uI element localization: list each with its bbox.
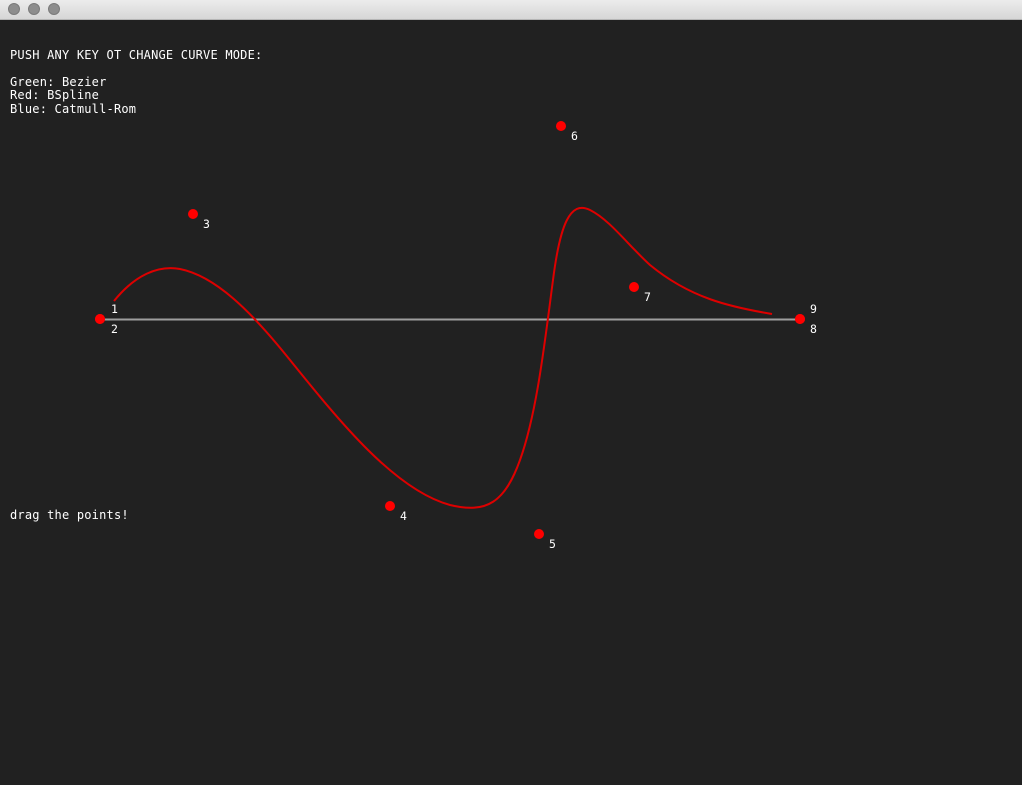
control-point-2[interactable] [95, 314, 105, 324]
curve-graphic: 1 2 3 4 5 6 7 8 9 [95, 121, 817, 551]
close-button[interactable] [8, 3, 20, 15]
minimize-button[interactable] [28, 3, 40, 15]
instructions-heading: PUSH ANY KEY OT CHANGE CURVE MODE: [10, 48, 263, 62]
drawing-canvas[interactable]: PUSH ANY KEY OT CHANGE CURVE MODE: Green… [0, 20, 1022, 785]
drag-hint: drag the points! [10, 508, 129, 522]
control-point-label-8: 8 [810, 322, 817, 336]
window-titlebar [0, 0, 1022, 20]
control-point-label-1: 1 [111, 302, 118, 316]
control-point-4[interactable] [385, 501, 395, 511]
control-point-5[interactable] [534, 529, 544, 539]
control-point-7[interactable] [629, 282, 639, 292]
control-point-label-3: 3 [203, 217, 210, 231]
control-point-label-5: 5 [549, 537, 556, 551]
legend-blue: Blue: Catmull-Rom [10, 102, 137, 116]
legend-green: Green: Bezier [10, 75, 107, 89]
bspline-curve [113, 206, 773, 509]
control-point-label-7: 7 [644, 290, 651, 304]
control-points[interactable]: 1 2 3 4 5 6 7 8 9 [95, 121, 817, 551]
control-point-label-2: 2 [111, 322, 118, 336]
control-point-6[interactable] [556, 121, 566, 131]
control-point-3[interactable] [188, 209, 198, 219]
control-point-label-6: 6 [571, 129, 578, 143]
control-point-9[interactable] [795, 314, 805, 324]
control-point-label-4: 4 [400, 509, 407, 523]
legend-red: Red: BSpline [10, 88, 100, 102]
control-point-label-9: 9 [810, 302, 817, 316]
zoom-button[interactable] [48, 3, 60, 15]
